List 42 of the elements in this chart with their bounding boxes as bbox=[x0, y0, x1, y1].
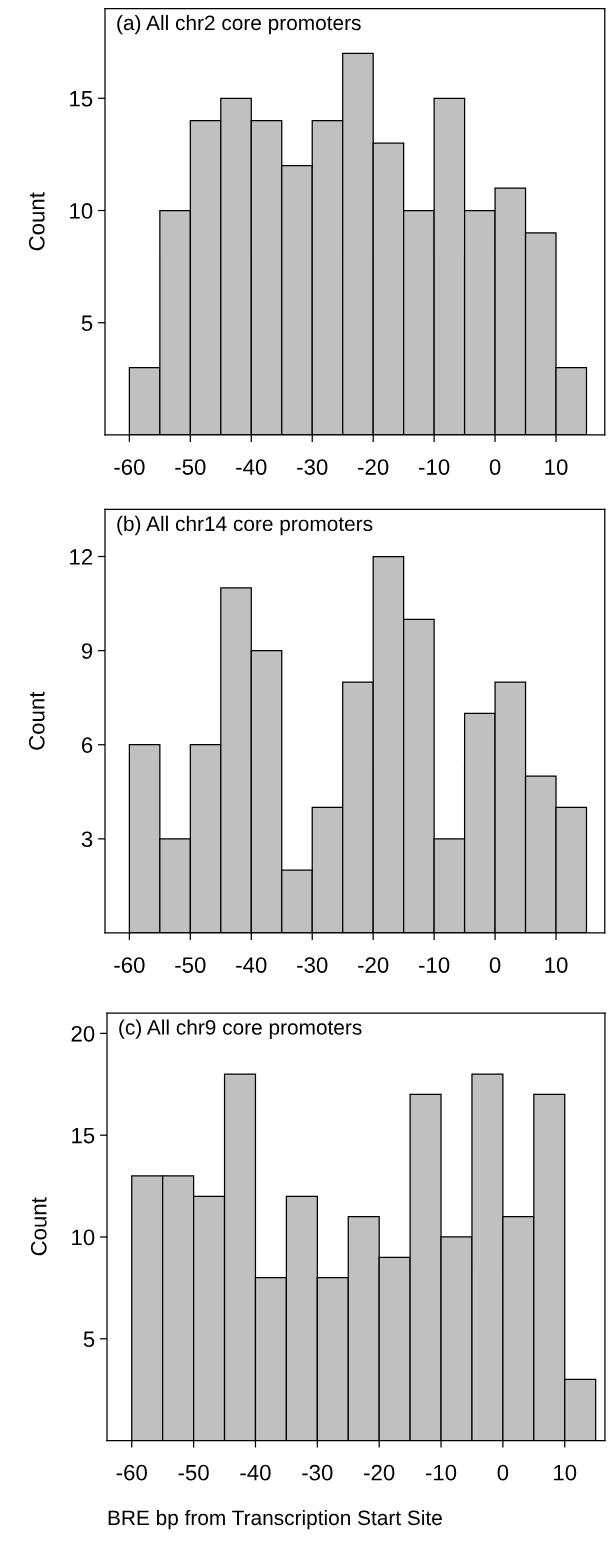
y-tick-label: 6 bbox=[81, 737, 93, 754]
y-tick-label: 5 bbox=[83, 1331, 95, 1348]
x-axis-title: BRE bp from Transcription Start Site bbox=[108, 1509, 442, 1530]
x-tick-label: 0 bbox=[489, 459, 501, 475]
y-tick-label: 15 bbox=[70, 91, 93, 107]
y-tick-label: 15 bbox=[72, 1127, 95, 1144]
chart-title: (b) All chr14 core promoters bbox=[117, 515, 373, 536]
y-tick-label: 12 bbox=[70, 549, 93, 565]
x-tick-label: -50 bbox=[175, 459, 206, 475]
x-tick-label: 0 bbox=[489, 957, 501, 973]
y-tick-label: 9 bbox=[81, 643, 93, 659]
x-tick-label: -40 bbox=[240, 1464, 271, 1481]
x-tick-label: -50 bbox=[175, 957, 206, 973]
x-tick-label: -10 bbox=[419, 957, 450, 973]
x-tick-label: -20 bbox=[358, 459, 389, 475]
y-tick-label: 10 bbox=[72, 1229, 95, 1246]
x-tick-label: -60 bbox=[114, 459, 145, 475]
x-tick-label: -20 bbox=[358, 957, 389, 973]
x-tick-label: -40 bbox=[236, 459, 267, 475]
x-tick-label: -10 bbox=[425, 1464, 457, 1481]
x-tick-label: 10 bbox=[545, 459, 568, 475]
y-tick-label: 3 bbox=[81, 831, 93, 848]
y-tick-label: 5 bbox=[81, 315, 93, 332]
y-tick-label: 10 bbox=[70, 203, 93, 219]
y-tick-label: 20 bbox=[71, 1025, 95, 1042]
x-tick-label: -10 bbox=[419, 459, 450, 475]
x-tick-label: 10 bbox=[545, 957, 568, 973]
x-tick-label: -30 bbox=[297, 459, 328, 475]
x-tick-label: -30 bbox=[297, 957, 328, 973]
y-axis-title: Count bbox=[28, 192, 45, 251]
x-tick-label: -50 bbox=[178, 1464, 209, 1481]
x-tick-label: -40 bbox=[236, 957, 267, 973]
y-axis-title: Count bbox=[28, 691, 45, 750]
x-tick-label: -20 bbox=[364, 1464, 395, 1481]
chart-title: (c) All chr9 core promoters bbox=[119, 1019, 362, 1039]
x-tick-label: -60 bbox=[116, 1464, 147, 1481]
y-axis-title: Count bbox=[30, 1197, 47, 1256]
x-tick-label: -60 bbox=[114, 957, 145, 973]
x-tick-label: -30 bbox=[302, 1464, 333, 1481]
x-tick-label: 10 bbox=[554, 1464, 577, 1481]
x-tick-label: 0 bbox=[497, 1464, 509, 1481]
chart-title: (a) All chr2 core promoters bbox=[117, 14, 361, 35]
